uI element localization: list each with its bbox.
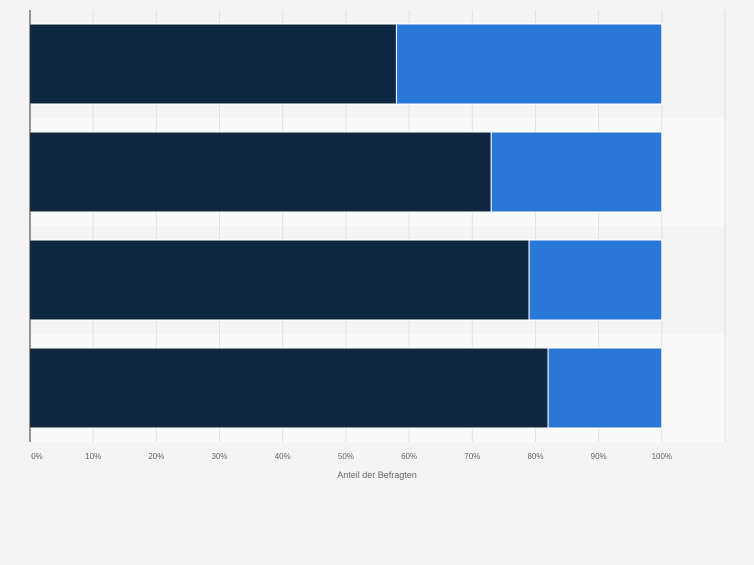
x-axis: 0% 10% 20% 30% 40% 50% 60% 70% 80% 90% 100% <box>29 10 672 461</box>
bar-segment-series-1 <box>29 239 530 321</box>
bar-segment-series-1 <box>29 131 492 213</box>
x-tick-label: 100% <box>652 452 672 461</box>
x-tick-label: 70% <box>464 452 480 461</box>
bar-segment-series-2 <box>528 239 663 321</box>
bar-segment-series-1 <box>29 23 397 105</box>
x-tick-label: 10% <box>85 452 101 461</box>
x-tick-label: 0% <box>31 452 43 461</box>
x-tick-label: 90% <box>591 452 607 461</box>
x-tick-label: 80% <box>527 452 543 461</box>
x-tick-label: 40% <box>275 452 291 461</box>
bar-segment-series-2 <box>395 23 663 105</box>
bar-segment-series-2 <box>490 131 663 213</box>
x-axis-label: Anteil der Befragten <box>337 470 417 480</box>
bar-segment-series-2 <box>547 347 663 429</box>
bar-segment-series-1 <box>29 347 549 429</box>
bars <box>29 23 663 429</box>
x-tick-label: 20% <box>148 452 164 461</box>
x-tick-label: 50% <box>338 452 354 461</box>
x-tick-label: 30% <box>212 452 228 461</box>
x-tick-label: 60% <box>401 452 417 461</box>
